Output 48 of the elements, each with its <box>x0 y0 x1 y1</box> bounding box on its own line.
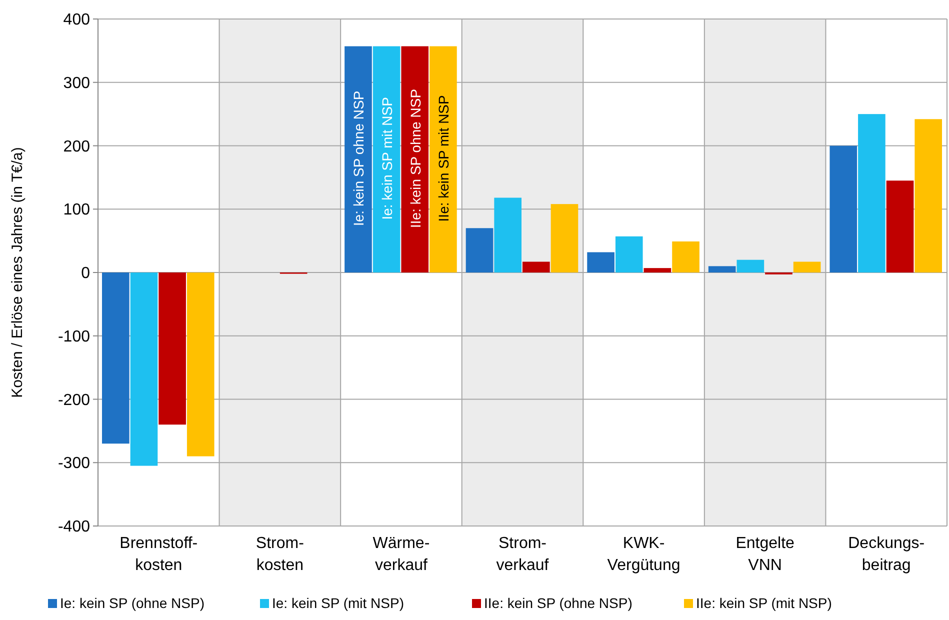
bar <box>858 114 886 272</box>
bar <box>672 241 700 272</box>
bar <box>158 272 186 425</box>
bar <box>372 46 400 272</box>
y-tick-label: -300 <box>58 455 90 472</box>
x-tick-label: Strom- kosten <box>256 535 304 574</box>
bar <box>430 46 457 272</box>
bar <box>494 198 522 272</box>
bar <box>615 236 643 272</box>
bar <box>914 119 942 272</box>
y-tick-label: -100 <box>58 328 90 346</box>
y-tick-label: 100 <box>63 202 90 219</box>
legend-label: Ie: kein SP (ohne NSP) <box>60 595 204 611</box>
bar <box>708 266 736 272</box>
bar <box>793 262 821 272</box>
y-tick-label: -200 <box>58 392 90 409</box>
bar <box>466 228 494 272</box>
y-tick-label: 0 <box>81 265 90 282</box>
bar <box>102 272 130 444</box>
y-axis-title: Kosten / Erlöse eines Jahres (in T€/a) <box>9 147 26 398</box>
x-tick-label: Entgelte VNN <box>736 535 795 574</box>
legend-label: IIe: kein SP (mit NSP) <box>696 595 832 611</box>
bar <box>830 146 858 272</box>
x-tick-label: Deckungs- beitrag <box>848 535 925 574</box>
y-tick-label: -400 <box>58 518 90 536</box>
bar <box>522 262 550 272</box>
legend-label: IIe: kein SP (ohne NSP) <box>484 595 632 611</box>
annotation: IIe: kein SP mit NSP <box>436 95 452 222</box>
annotation: IIe: kein SP ohne NSP <box>407 88 424 228</box>
bar <box>550 204 578 272</box>
y-tick-label: 400 <box>63 12 90 29</box>
bar <box>401 46 429 272</box>
x-tick-label: KWK- Vergütung <box>607 535 680 574</box>
legend-label: Ie: kein SP (mit NSP) <box>272 595 404 611</box>
bar <box>186 272 214 456</box>
x-tick-label: Wärme- verkauf <box>372 535 430 574</box>
bar <box>344 46 372 272</box>
bar <box>587 252 614 272</box>
y-tick-label: 300 <box>63 74 90 92</box>
bar <box>130 272 158 466</box>
x-tick-label: Strom- verkauf <box>496 535 550 574</box>
x-tick-label: Brennstoff- kosten <box>120 535 198 574</box>
bar <box>886 180 914 272</box>
bar <box>644 268 672 272</box>
annotation: Ie: kein SP ohne NSP <box>350 90 367 226</box>
bar <box>736 260 764 272</box>
y-tick-label: 200 <box>63 138 90 156</box>
annotation: Ie: kein SP mit NSP <box>378 97 395 220</box>
